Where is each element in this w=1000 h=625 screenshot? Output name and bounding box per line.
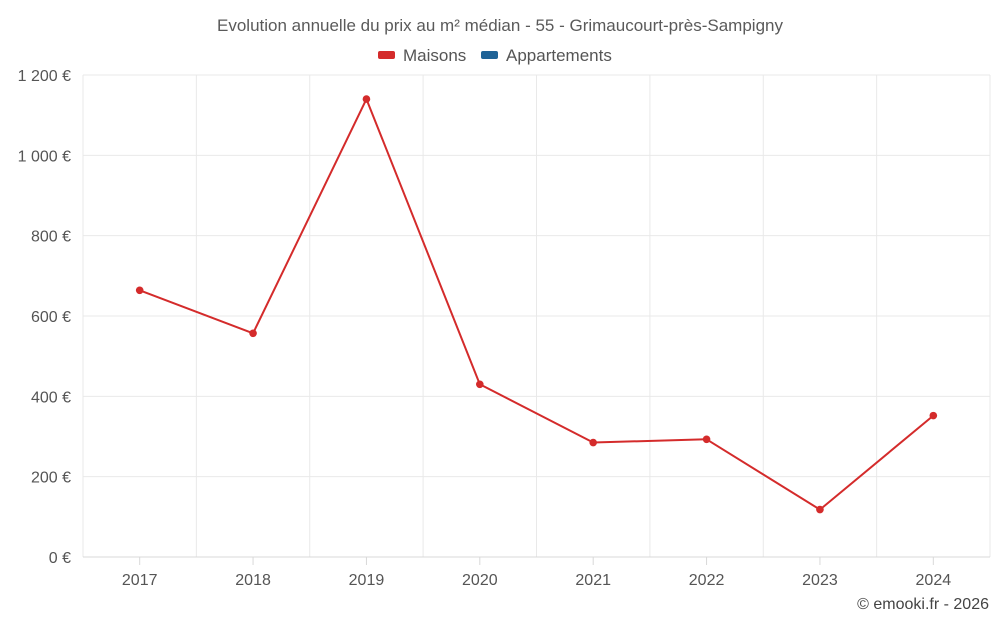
y-tick-label: 0 € (49, 550, 71, 567)
x-tick-label: 2020 (462, 572, 498, 589)
legend-label-maisons: Maisons (403, 46, 466, 65)
legend-swatch-appartements (481, 51, 498, 59)
x-tick-label: 2022 (689, 572, 725, 589)
x-tick-label: 2024 (916, 572, 952, 589)
series-line-maisons (139, 98, 934, 511)
series-layer (135, 95, 938, 514)
x-tick-label: 2018 (235, 572, 271, 589)
x-tick-label: 2017 (122, 572, 158, 589)
y-tick-label: 400 € (31, 389, 71, 406)
y-tick-label: 800 € (31, 229, 71, 246)
x-tick-label: 2023 (802, 572, 838, 589)
x-tick-label: 2021 (575, 572, 611, 589)
y-tick-label: 1 000 € (18, 148, 71, 165)
chart-title: Evolution annuelle du prix au m² médian … (217, 16, 783, 35)
data-point[interactable] (135, 286, 144, 295)
data-point[interactable] (476, 380, 484, 389)
y-tick-label: 600 € (31, 309, 71, 326)
y-tick-label: 1 200 € (18, 68, 71, 85)
grid-layer (82, 74, 991, 557)
legend-swatch-maisons (378, 51, 395, 59)
data-point[interactable] (702, 435, 711, 444)
legend-item-maisons[interactable]: Maisons (378, 46, 466, 65)
legend-label-appartements: Appartements (506, 46, 612, 65)
data-point[interactable] (362, 95, 371, 103)
credit-text: © emooki.fr - 2026 (857, 596, 989, 613)
data-point[interactable] (929, 411, 938, 420)
axis-layer (83, 556, 990, 565)
legend: Maisons Appartements (378, 46, 612, 65)
y-tick-label: 200 € (31, 470, 71, 487)
data-point[interactable] (816, 505, 824, 514)
x-tick-label: 2019 (349, 572, 385, 589)
legend-item-appartements[interactable]: Appartements (481, 46, 612, 65)
data-point[interactable] (589, 438, 597, 447)
label-layer: 0 € 200 € 400 € 600 € 800 € 1 000 € 1 200 € 201… (18, 68, 952, 589)
data-point[interactable] (249, 329, 257, 338)
